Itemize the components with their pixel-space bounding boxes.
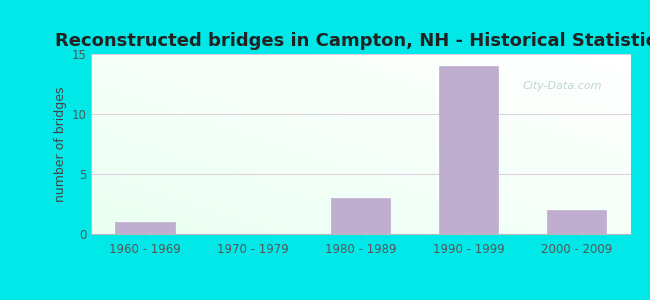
Bar [115, 222, 175, 234]
Bar [439, 66, 499, 234]
Title: Reconstructed bridges in Campton, NH - Historical Statistics: Reconstructed bridges in Campton, NH - H… [55, 32, 650, 50]
Bar [331, 198, 391, 234]
Bar [547, 210, 606, 234]
Y-axis label: number of bridges: number of bridges [54, 86, 67, 202]
Text: City-Data.com: City-Data.com [523, 81, 602, 92]
